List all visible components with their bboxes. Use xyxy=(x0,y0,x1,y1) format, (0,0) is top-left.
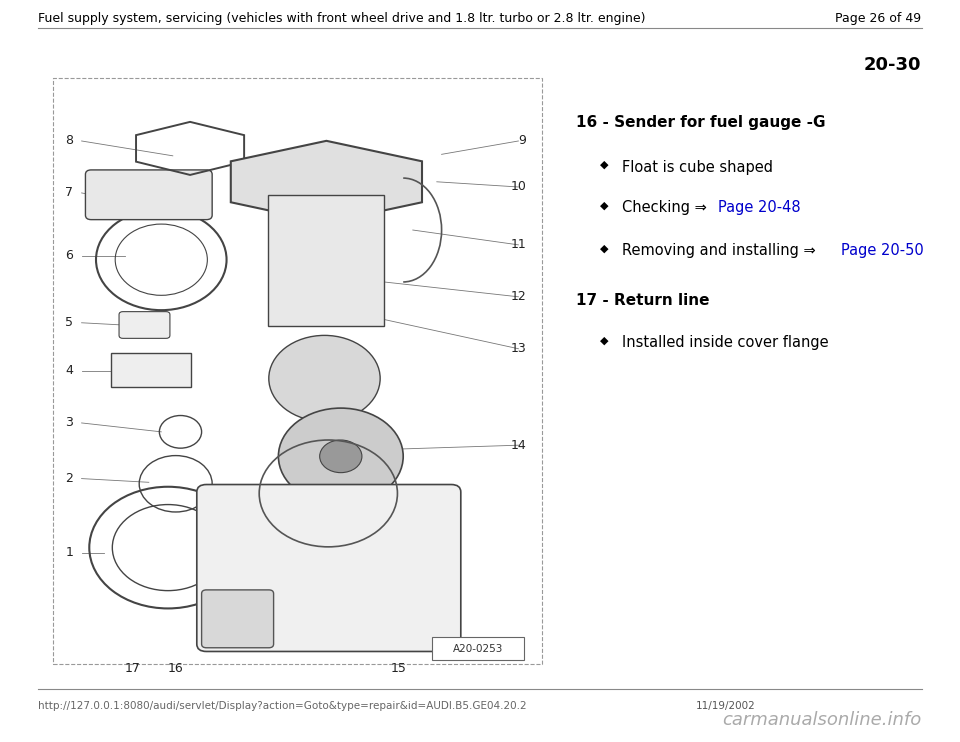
Text: http://127.0.0.1:8080/audi/servlet/Display?action=Goto&type=repair&id=AUDI.B5.GE: http://127.0.0.1:8080/audi/servlet/Displ… xyxy=(38,701,527,712)
Text: 14: 14 xyxy=(511,439,526,452)
Text: ◆: ◆ xyxy=(600,243,609,253)
Text: 16 - Sender for fuel gauge -G: 16 - Sender for fuel gauge -G xyxy=(576,115,826,130)
Text: 9: 9 xyxy=(518,134,526,148)
Text: 17 - Return line: 17 - Return line xyxy=(576,293,709,308)
FancyBboxPatch shape xyxy=(53,78,542,664)
Text: 4: 4 xyxy=(65,364,73,378)
Text: Page 26 of 49: Page 26 of 49 xyxy=(835,12,922,25)
Text: A20-0253: A20-0253 xyxy=(453,643,503,654)
Text: Float is cube shaped: Float is cube shaped xyxy=(622,160,773,174)
Text: Page 20-48: Page 20-48 xyxy=(718,200,801,215)
Text: 20-30: 20-30 xyxy=(864,56,922,73)
FancyBboxPatch shape xyxy=(111,353,191,387)
Text: 12: 12 xyxy=(511,290,526,303)
Text: ◆: ◆ xyxy=(600,160,609,169)
Circle shape xyxy=(278,408,403,505)
Text: 2: 2 xyxy=(65,472,73,485)
Text: 15: 15 xyxy=(391,662,406,675)
Text: 13: 13 xyxy=(511,342,526,355)
FancyBboxPatch shape xyxy=(197,485,461,651)
FancyBboxPatch shape xyxy=(119,312,170,338)
Text: 17: 17 xyxy=(125,662,140,675)
Text: 8: 8 xyxy=(65,134,73,148)
FancyBboxPatch shape xyxy=(202,590,274,648)
Text: 5: 5 xyxy=(65,316,73,329)
Text: ◆: ◆ xyxy=(600,200,609,210)
Text: Page 20-50: Page 20-50 xyxy=(841,243,924,258)
Text: Installed inside cover flange: Installed inside cover flange xyxy=(622,335,828,350)
Text: 16: 16 xyxy=(168,662,183,675)
Text: carmanualsonline.info: carmanualsonline.info xyxy=(722,711,922,729)
Text: 11: 11 xyxy=(511,238,526,252)
Text: 6: 6 xyxy=(65,249,73,263)
FancyBboxPatch shape xyxy=(85,170,212,220)
Text: 1: 1 xyxy=(65,546,73,559)
Text: ◆: ◆ xyxy=(600,335,609,345)
Circle shape xyxy=(320,440,362,473)
Text: Removing and installing ⇒: Removing and installing ⇒ xyxy=(622,243,821,258)
Text: Checking ⇒: Checking ⇒ xyxy=(622,200,711,215)
Text: 3: 3 xyxy=(65,416,73,430)
Text: 11/19/2002: 11/19/2002 xyxy=(696,701,756,712)
Polygon shape xyxy=(230,141,422,223)
Text: Fuel supply system, servicing (vehicles with front wheel drive and 1.8 ltr. turb: Fuel supply system, servicing (vehicles … xyxy=(38,12,646,25)
Text: 10: 10 xyxy=(510,180,526,194)
FancyBboxPatch shape xyxy=(268,195,384,326)
FancyBboxPatch shape xyxy=(432,637,524,660)
Text: 7: 7 xyxy=(65,186,73,200)
Circle shape xyxy=(269,335,380,421)
